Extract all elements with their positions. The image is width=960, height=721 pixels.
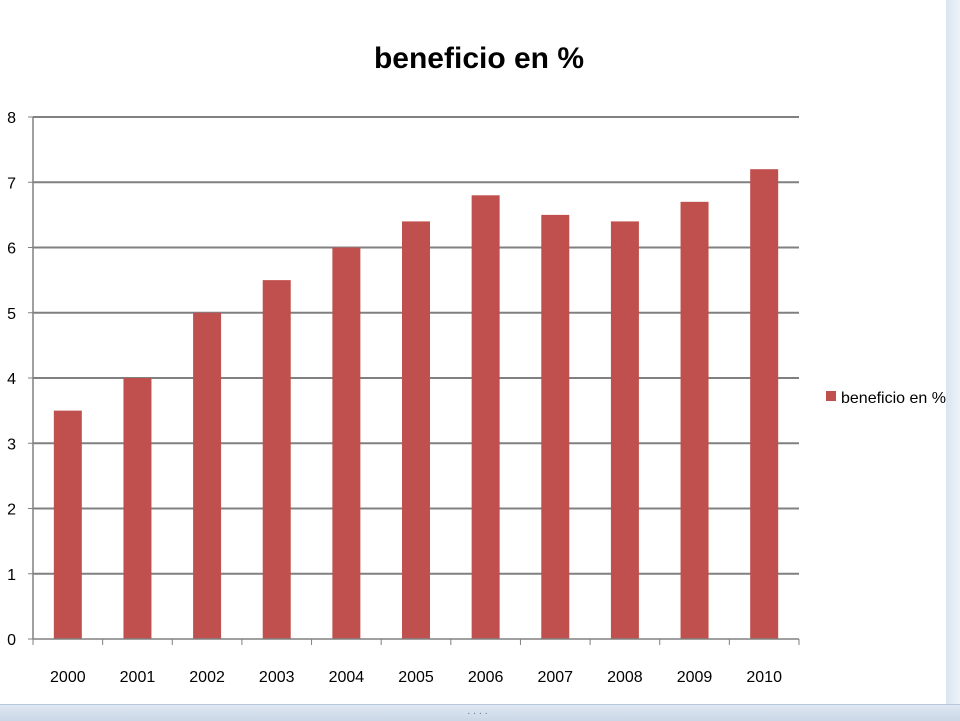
y-tick-label: 3 [7, 436, 16, 453]
window-frame-right [946, 0, 960, 720]
x-tick-label: 2000 [50, 669, 86, 686]
y-tick-label: 8 [7, 110, 16, 127]
x-tick-label: 2002 [189, 669, 225, 686]
resize-grip[interactable]: .... [466, 707, 490, 716]
y-tick-label: 7 [7, 175, 16, 192]
legend-swatch [826, 391, 836, 401]
y-tick-label: 6 [7, 241, 16, 258]
y-tick-label: 5 [7, 306, 16, 323]
legend: beneficio en % [826, 390, 946, 407]
x-tick-labels: 2000 2001 2002 2003 2004 2005 2006 2007 2008 2009… [50, 669, 782, 686]
x-tick-label: 2007 [537, 669, 573, 686]
x-tick-label: 2010 [746, 669, 782, 686]
bar-2001 [123, 378, 152, 639]
x-tick-label: 2003 [259, 669, 295, 686]
x-tick-label: 2005 [398, 669, 434, 686]
bar-2009 [680, 201, 709, 639]
bar-2007 [541, 214, 570, 639]
window-frame-bottom [0, 704, 960, 721]
bar-2006 [471, 195, 500, 640]
y-tick-label: 2 [7, 502, 16, 519]
x-tick-label: 2009 [677, 669, 713, 686]
y-tick-labels: 0 1 2 3 4 5 6 7 8 [7, 110, 16, 649]
chart-title: beneficio en % [374, 42, 584, 75]
bar-2010 [750, 169, 779, 639]
x-tick-label: 2001 [120, 669, 156, 686]
bar-2004 [332, 247, 361, 639]
x-tick-label: 2006 [468, 669, 504, 686]
x-tick-label: 2008 [607, 669, 643, 686]
y-tick-label: 1 [7, 567, 16, 584]
y-tick-label: 0 [7, 632, 16, 649]
y-tick-label: 4 [7, 371, 16, 388]
bar-2002 [193, 312, 222, 639]
axes [32, 117, 800, 645]
bar-2003 [262, 280, 291, 639]
legend-label: beneficio en % [841, 390, 946, 407]
bar-2008 [610, 221, 639, 639]
bar-2005 [402, 221, 430, 639]
x-tick-label: 2004 [329, 669, 365, 686]
bar-2000 [53, 410, 82, 639]
bars [53, 169, 779, 640]
